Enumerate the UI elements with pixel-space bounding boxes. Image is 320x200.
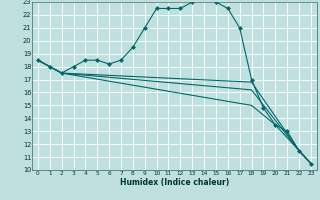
X-axis label: Humidex (Indice chaleur): Humidex (Indice chaleur) bbox=[120, 178, 229, 187]
